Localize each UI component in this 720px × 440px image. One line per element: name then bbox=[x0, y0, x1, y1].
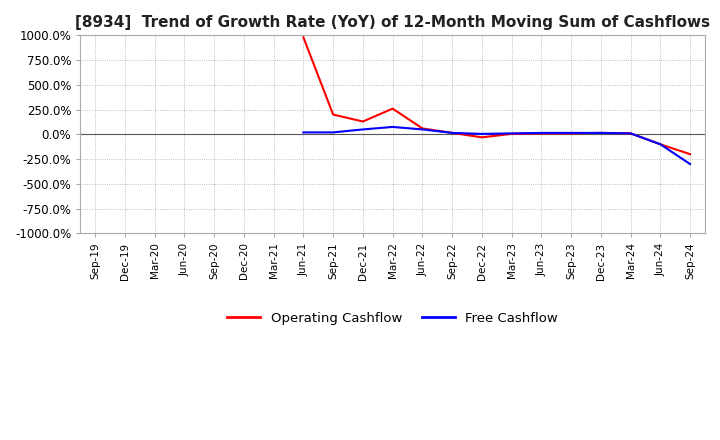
Title: [8934]  Trend of Growth Rate (YoY) of 12-Month Moving Sum of Cashflows: [8934] Trend of Growth Rate (YoY) of 12-… bbox=[75, 15, 710, 30]
Legend: Operating Cashflow, Free Cashflow: Operating Cashflow, Free Cashflow bbox=[222, 306, 564, 330]
